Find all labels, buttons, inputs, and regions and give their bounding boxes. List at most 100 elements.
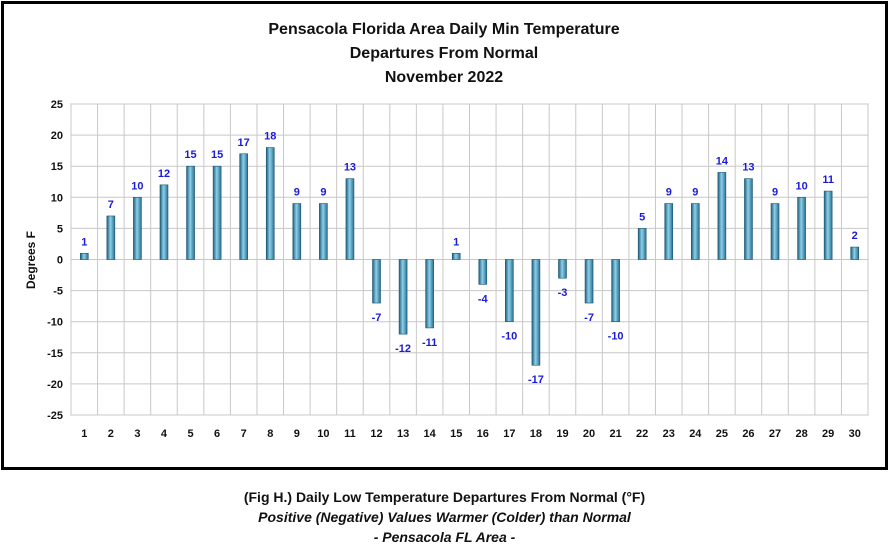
bar xyxy=(425,259,434,329)
data-label: 13 xyxy=(344,162,356,174)
x-tick-label: 15 xyxy=(450,428,462,440)
bar xyxy=(584,259,594,304)
data-label: 14 xyxy=(716,155,729,167)
data-label: 9 xyxy=(666,187,672,199)
data-label: 5 xyxy=(639,211,645,223)
x-tick-label: 7 xyxy=(241,428,247,440)
x-tick-label: 21 xyxy=(609,428,621,440)
bar xyxy=(478,259,488,285)
x-tick-label: 22 xyxy=(636,428,648,440)
bar xyxy=(186,165,195,260)
caption-line-2: Positive (Negative) Values Warmer (Colde… xyxy=(258,509,631,525)
data-label: -3 xyxy=(558,287,568,299)
bar xyxy=(106,215,116,260)
x-tick-label: 10 xyxy=(317,428,329,440)
x-tick-label: 18 xyxy=(530,428,542,440)
caption-line-3: - Pensacola FL Area - xyxy=(373,529,516,545)
x-tick-label: 4 xyxy=(161,428,168,440)
data-label: -7 xyxy=(584,312,594,324)
x-tick-label: 6 xyxy=(214,428,220,440)
bar xyxy=(823,190,833,260)
chart-title-line-2: Departures From Normal xyxy=(350,45,539,62)
x-tick-label: 5 xyxy=(187,428,193,440)
data-label: 1 xyxy=(81,236,87,248)
x-tick-label: 3 xyxy=(134,428,140,440)
x-tick-label: 11 xyxy=(344,428,356,440)
x-tick-label: 17 xyxy=(503,428,515,440)
chart-title-line-3: November 2022 xyxy=(385,69,503,86)
bar xyxy=(451,252,461,260)
data-label: -10 xyxy=(608,331,624,343)
data-label: 10 xyxy=(795,180,807,192)
bar xyxy=(319,203,328,260)
x-tick-label: 16 xyxy=(477,428,489,440)
bar xyxy=(611,259,620,323)
x-tick-label: 19 xyxy=(556,428,568,440)
data-label: 17 xyxy=(238,137,250,149)
data-label: 9 xyxy=(320,187,326,199)
bar xyxy=(770,203,780,260)
data-label: 1 xyxy=(453,236,459,248)
x-tick-label: 12 xyxy=(370,428,382,440)
y-tick-label: -5 xyxy=(53,286,63,298)
data-label: 9 xyxy=(294,187,300,199)
bar xyxy=(133,197,142,260)
x-tick-label: 9 xyxy=(294,428,300,440)
data-label: -7 xyxy=(372,312,382,324)
x-tick-label: 27 xyxy=(769,428,781,440)
chart-frame: Pensacola Florida Area Daily Min Tempera… xyxy=(1,1,888,470)
bar-chart: Pensacola Florida Area Daily Min Tempera… xyxy=(24,21,869,440)
figure-caption: (Fig H.) Daily Low Temperature Departure… xyxy=(0,487,889,547)
x-tick-label: 2 xyxy=(108,428,114,440)
y-tick-label: 25 xyxy=(51,99,63,111)
data-label: 11 xyxy=(822,174,834,186)
data-label: 15 xyxy=(184,149,196,161)
bar xyxy=(531,259,541,366)
data-label: 18 xyxy=(264,131,276,143)
bar xyxy=(717,172,727,260)
y-tick-label: 10 xyxy=(51,192,63,204)
x-tick-label: 23 xyxy=(663,428,675,440)
y-tick-label: -25 xyxy=(47,410,63,422)
data-label: -11 xyxy=(422,337,437,349)
x-tick-label: 20 xyxy=(583,428,595,440)
bar xyxy=(797,197,806,260)
y-tick-label: 0 xyxy=(57,255,63,267)
chart-title-line-1: Pensacola Florida Area Daily Min Tempera… xyxy=(268,21,619,38)
data-label: 13 xyxy=(742,162,754,174)
x-tick-label: 25 xyxy=(716,428,728,440)
x-tick-label: 28 xyxy=(795,428,807,440)
data-label: 7 xyxy=(108,199,114,211)
caption-line-1: (Fig H.) Daily Low Temperature Departure… xyxy=(243,489,646,505)
bar xyxy=(292,203,302,260)
y-tick-label: -20 xyxy=(47,379,63,391)
chart-title: Pensacola Florida Area Daily Min Tempera… xyxy=(268,21,619,86)
x-tick-label: 1 xyxy=(81,428,87,440)
bar xyxy=(239,153,248,260)
y-tick-label: 5 xyxy=(57,223,63,235)
y-tick-label: -15 xyxy=(47,348,63,360)
grid-lines xyxy=(70,103,869,416)
y-tick-label: 15 xyxy=(51,161,63,173)
data-label: 12 xyxy=(158,168,170,180)
data-label: 15 xyxy=(211,149,223,161)
data-label: -4 xyxy=(478,293,489,305)
data-label: -12 xyxy=(395,343,411,355)
bar xyxy=(558,259,567,279)
bars xyxy=(79,147,860,366)
bar xyxy=(372,259,381,304)
x-tick-label: 13 xyxy=(397,428,409,440)
y-tick-label: 20 xyxy=(51,130,63,142)
data-label: 9 xyxy=(692,187,698,199)
x-tick-label: 29 xyxy=(822,428,834,440)
x-tick-label: 24 xyxy=(689,428,702,440)
bar xyxy=(505,259,514,323)
bar xyxy=(159,184,169,260)
x-axis-ticks: 1 2 3 4 5 6 7 8 9 10 11 12 13 14 15 16 17 18 19 20 21 22 23 24 2… xyxy=(81,428,861,440)
x-tick-label: 26 xyxy=(742,428,754,440)
data-label: 9 xyxy=(772,187,778,199)
y-axis-title: Degrees F xyxy=(24,231,38,289)
data-label: 10 xyxy=(131,180,143,192)
data-label: 2 xyxy=(852,230,858,242)
